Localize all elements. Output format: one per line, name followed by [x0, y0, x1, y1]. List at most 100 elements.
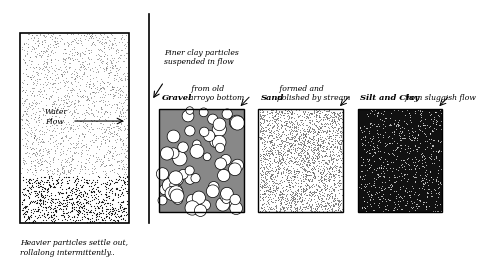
Point	[304, 198, 312, 202]
Point	[90, 197, 98, 201]
Point	[416, 128, 424, 132]
Point	[61, 47, 69, 51]
Point	[97, 135, 105, 140]
Point	[418, 154, 426, 158]
Point	[87, 125, 95, 129]
Point	[400, 164, 408, 169]
Point	[309, 170, 317, 174]
Point	[321, 144, 329, 148]
Point	[335, 170, 343, 174]
Point	[305, 140, 313, 144]
Point	[71, 179, 79, 183]
Point	[97, 77, 105, 81]
Point	[32, 70, 40, 75]
Point	[362, 184, 370, 188]
Point	[390, 107, 398, 112]
Point	[305, 196, 313, 200]
Point	[261, 183, 269, 187]
Point	[79, 204, 86, 208]
Point	[98, 61, 106, 65]
Point	[295, 137, 303, 141]
Point	[299, 131, 307, 135]
Point	[28, 152, 36, 156]
Point	[40, 61, 48, 65]
Point	[111, 63, 119, 68]
Point	[76, 200, 83, 204]
Point	[95, 200, 103, 204]
Point	[94, 206, 102, 210]
Point	[94, 154, 102, 159]
Point	[306, 161, 314, 166]
Point	[271, 169, 279, 174]
Point	[122, 44, 130, 48]
Point	[34, 194, 42, 199]
Point	[300, 190, 308, 194]
Point	[263, 166, 271, 171]
Point	[291, 148, 299, 152]
Point	[22, 88, 30, 92]
Point	[403, 122, 411, 126]
Point	[52, 109, 60, 113]
Point	[94, 193, 102, 198]
Point	[103, 182, 111, 186]
Point	[314, 138, 322, 143]
Point	[414, 193, 421, 197]
Point	[82, 52, 89, 56]
Point	[283, 153, 291, 157]
Point	[87, 34, 95, 38]
Point	[283, 167, 291, 171]
Point	[268, 125, 276, 130]
Point	[427, 188, 435, 193]
Point	[267, 171, 275, 176]
Point	[108, 65, 116, 69]
Point	[286, 125, 294, 129]
Point	[80, 33, 87, 37]
Point	[256, 166, 264, 170]
Point	[275, 192, 283, 196]
Point	[112, 131, 120, 136]
Point	[307, 208, 315, 212]
Point	[78, 138, 86, 142]
Point	[390, 189, 398, 194]
Point	[307, 145, 315, 149]
Point	[39, 189, 47, 193]
Point	[49, 110, 57, 115]
Point	[283, 175, 291, 180]
Point	[376, 140, 384, 144]
Point	[334, 165, 342, 169]
Point	[411, 172, 419, 176]
Point	[265, 130, 273, 134]
Point	[102, 109, 110, 113]
Point	[295, 142, 303, 146]
Point	[118, 40, 126, 44]
Point	[284, 178, 292, 183]
Point	[22, 151, 30, 156]
Point	[73, 199, 81, 204]
Point	[318, 197, 326, 202]
Point	[37, 204, 45, 208]
Point	[327, 172, 335, 176]
Point	[378, 188, 386, 192]
Point	[41, 187, 49, 191]
Point	[27, 59, 35, 63]
Point	[102, 61, 110, 66]
Point	[329, 149, 336, 153]
Point	[65, 61, 73, 65]
Point	[277, 133, 285, 137]
Point	[411, 175, 418, 179]
Point	[326, 177, 334, 181]
Point	[286, 169, 294, 174]
Point	[281, 108, 289, 112]
Point	[32, 65, 40, 69]
Point	[285, 141, 293, 146]
Point	[60, 57, 68, 62]
Point	[303, 183, 311, 187]
Point	[63, 79, 71, 84]
Point	[123, 164, 131, 169]
Point	[363, 182, 371, 187]
Point	[79, 208, 87, 212]
Point	[398, 196, 406, 200]
Point	[323, 209, 331, 214]
Point	[338, 138, 346, 142]
Point	[60, 110, 68, 115]
